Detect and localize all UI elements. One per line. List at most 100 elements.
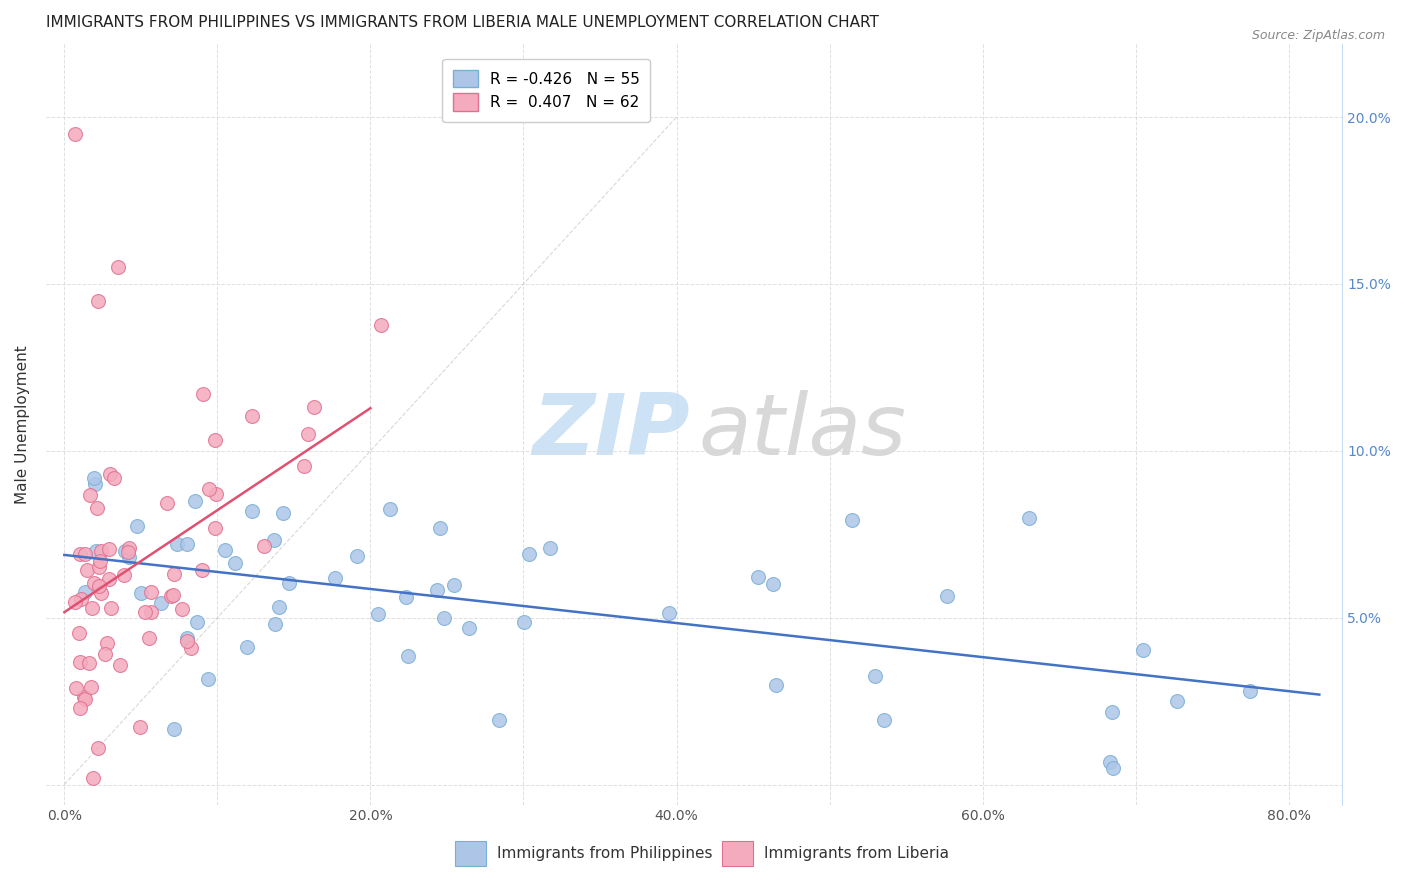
Point [747,570,769,584]
Point [67,625,90,640]
Point [172,602,194,616]
Point [87,579,110,593]
Point [235,640,257,655]
Point [127,518,149,533]
Text: Immigrants from Liberia: Immigrants from Liberia [765,847,949,861]
Point [191,387,214,401]
Point [87,293,110,308]
Point [271,507,294,521]
Point [79,488,101,502]
Point [82,600,104,615]
Text: ZIP: ZIP [533,391,690,474]
Point [89,554,111,568]
Point [443,577,465,591]
Point [90,543,112,558]
Point [1018,510,1040,524]
Point [107,260,129,275]
Point [90,586,112,600]
Point [176,633,198,648]
Point [98,573,121,587]
Point [538,541,561,556]
Point [191,563,214,577]
Point [150,596,173,610]
Point [297,426,319,441]
Legend: R = -0.426   N = 55, R =  0.407   N = 62: R = -0.426 N = 55, R = 0.407 N = 62 [443,59,651,121]
Point [240,504,263,518]
Point [141,585,163,599]
Point [176,631,198,645]
Point [131,585,153,599]
Point [488,713,510,727]
Point [395,591,418,605]
Point [118,549,141,564]
Point [935,589,957,603]
Point [197,672,219,686]
Point [156,496,179,510]
Point [1101,705,1123,719]
Point [73,690,96,704]
Point [1239,684,1261,698]
Point [87,560,110,574]
Point [114,543,136,558]
Point [292,458,315,473]
Point [263,616,285,631]
Point [180,640,202,655]
Point [263,533,285,547]
Point [63,127,86,141]
Point [118,541,141,555]
Text: atlas: atlas [697,391,905,474]
Point [346,549,368,564]
Point [138,631,160,645]
Point [141,605,163,619]
Point [162,722,184,736]
Point [117,544,139,558]
Point [278,576,301,591]
Point [63,595,86,609]
Y-axis label: Male Unemployment: Male Unemployment [15,345,30,503]
Point [108,657,131,672]
Point [426,582,449,597]
Point [97,541,120,556]
Text: Immigrants from Philippines: Immigrants from Philippines [498,847,713,861]
Point [176,537,198,551]
Point [253,539,276,553]
Point [84,477,107,491]
Point [1098,755,1121,769]
Point [162,588,184,602]
Point [198,482,221,496]
Point [458,621,481,635]
Point [77,656,100,670]
Point [433,611,456,625]
Point [166,536,188,550]
Point [378,502,401,516]
Point [186,615,208,629]
Point [87,740,110,755]
Point [658,606,681,620]
Point [204,521,226,535]
Point [84,543,107,558]
Point [184,493,207,508]
Point [128,720,150,734]
Point [517,547,540,561]
Point [94,647,117,661]
Point [134,605,156,619]
Point [367,607,389,621]
Point [112,568,135,582]
Point [224,556,246,570]
Text: IMMIGRANTS FROM PHILIPPINES VS IMMIGRANTS FROM LIBERIA MALE UNEMPLOYMENT CORRELA: IMMIGRANTS FROM PHILIPPINES VS IMMIGRANT… [46,15,879,30]
Point [765,677,787,691]
Point [69,547,91,561]
Point [841,513,863,527]
Point [69,700,91,714]
Point [512,615,534,629]
Point [205,486,228,500]
Point [80,680,103,694]
Point [73,547,96,561]
Point [69,655,91,669]
Point [70,591,93,606]
Point [396,649,419,664]
Point [370,318,392,332]
Point [100,467,122,481]
Point [872,713,894,727]
Point [82,771,104,785]
